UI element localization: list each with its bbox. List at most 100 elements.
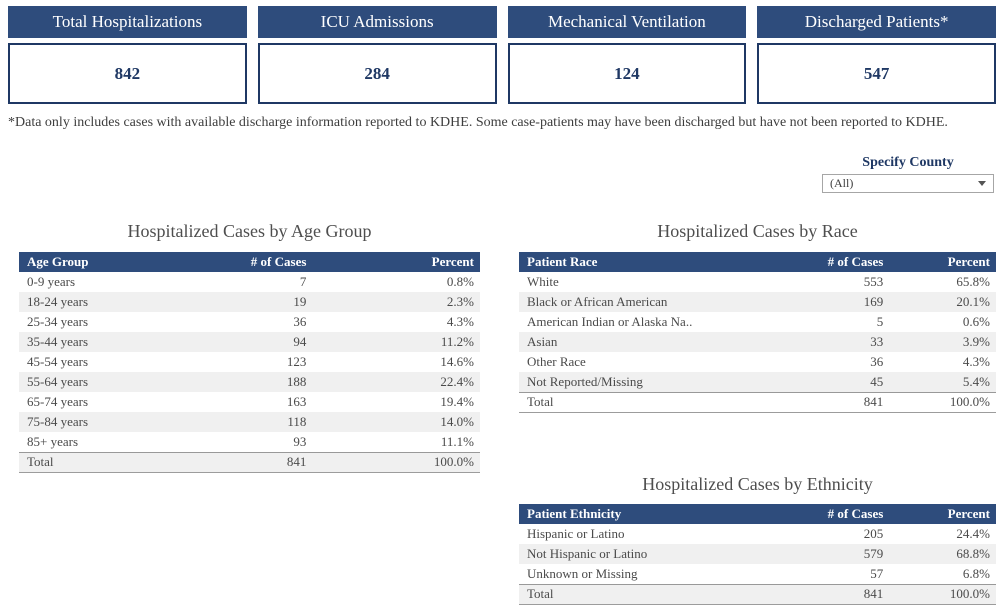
table-row[interactable]: Black or African American 169 20.1% [519,292,996,312]
table-row[interactable]: Not Hispanic or Latino 579 68.8% [519,544,996,564]
cases-cell[interactable]: 553 [863,274,884,289]
table-row[interactable]: 45-54 years 123 14.6% [19,352,480,372]
percent-cell[interactable]: 14.6% [440,354,474,369]
race-table: Patient Race # of Cases Percent White 553… [519,252,996,413]
total-label-cell[interactable]: Total [519,391,782,413]
cases-cell[interactable]: 36 [293,314,307,329]
total-label-cell[interactable]: Total [19,451,227,473]
cases-cell[interactable]: 45 [870,373,884,389]
percent-cell[interactable]: 4.3% [446,314,474,329]
row-label-cell[interactable]: White [527,274,559,289]
card-value: 547 [757,43,996,104]
cases-cell[interactable]: 94 [293,334,307,349]
race-table-title: Hospitalized Cases by Race [657,221,858,241]
column-header: Percent [886,504,996,524]
cases-cell[interactable]: 57 [870,565,884,581]
table-row[interactable]: Hispanic or Latino 205 24.4% [519,524,996,544]
column-header: Percent [309,252,480,272]
percent-cell[interactable]: 24.4% [956,526,990,541]
percent-cell[interactable]: 65.8% [956,274,990,289]
table-row[interactable]: 55-64 years 188 22.4% [19,372,480,392]
table-row[interactable]: Not Reported/Missing 45 5.4% [519,372,996,392]
discharge-footnote: *Data only includes cases with available… [8,115,948,130]
row-label-cell[interactable]: Other Race [527,354,586,369]
row-label-cell[interactable]: 35-44 years [27,334,89,349]
card-mechanical-ventilation: Mechanical Ventilation 124 [507,6,747,104]
row-label-cell[interactable]: 25-34 years [27,314,89,329]
table-row[interactable]: 75-84 years 118 14.0% [19,412,480,432]
county-filter-label: Specify County [862,155,954,170]
table-row[interactable]: 25-34 years 36 4.3% [19,312,480,332]
card-title: ICU Admissions [257,6,497,38]
percent-cell[interactable]: 19.4% [440,394,474,409]
column-header: # of Cases [781,504,887,524]
total-cases-cell[interactable]: 841 [781,583,887,605]
row-label-cell[interactable]: American Indian or Alaska Na.. [527,314,693,329]
total-percent-cell[interactable]: 100.0% [886,391,996,413]
percent-cell[interactable]: 20.1% [956,294,990,309]
percent-cell[interactable]: 11.1% [440,433,474,449]
row-label-cell[interactable]: Not Hispanic or Latino [527,546,648,561]
row-label-cell[interactable]: 75-84 years [27,414,89,429]
total-label-cell[interactable]: Total [519,583,782,605]
percent-cell[interactable]: 2.3% [446,294,474,309]
card-discharged-patients: Discharged Patients* 547 [757,6,996,104]
cases-cell[interactable]: 36 [870,354,884,369]
county-dropdown[interactable]: (All) [822,174,994,193]
percent-cell[interactable]: 4.3% [962,354,990,369]
table-total-row[interactable]: Total 841 100.0% [519,391,996,413]
table-row[interactable]: 65-74 years 163 19.4% [19,392,480,412]
table-row[interactable]: 85+ years 93 11.1% [19,432,480,452]
percent-cell[interactable]: 11.2% [440,334,474,349]
row-label-cell[interactable]: Black or African American [527,294,668,309]
cases-cell[interactable]: 7 [299,274,307,289]
table-row[interactable]: 18-24 years 19 2.3% [19,292,480,312]
percent-cell[interactable]: 3.9% [962,334,990,349]
cases-cell[interactable]: 5 [876,314,884,329]
row-label-cell[interactable]: 85+ years [27,433,79,449]
column-header: Age Group [19,252,227,272]
percent-cell[interactable]: 6.8% [962,565,990,581]
table-row[interactable]: White 553 65.8% [519,272,996,292]
row-label-cell[interactable]: Asian [527,334,558,349]
column-header: Percent [886,252,996,272]
total-percent-cell[interactable]: 100.0% [309,451,480,473]
cases-cell[interactable]: 33 [870,334,884,349]
cases-cell[interactable]: 169 [863,294,884,309]
cases-cell[interactable]: 205 [863,526,884,541]
total-cases-cell[interactable]: 841 [781,391,887,413]
percent-cell[interactable]: 68.8% [956,546,990,561]
table-row[interactable]: Other Race 36 4.3% [519,352,996,372]
cases-cell[interactable]: 163 [286,394,307,409]
table-row[interactable]: 35-44 years 94 11.2% [19,332,480,352]
table-total-row[interactable]: Total 841 100.0% [519,583,996,605]
row-label-cell[interactable]: 45-54 years [27,354,89,369]
cases-cell[interactable]: 579 [863,546,884,561]
table-row[interactable]: 0-9 years 7 0.8% [19,272,480,292]
cases-cell[interactable]: 188 [286,374,307,389]
row-label-cell[interactable]: 0-9 years [27,274,76,289]
cases-cell[interactable]: 118 [287,414,307,429]
row-label-cell[interactable]: Hispanic or Latino [527,526,625,541]
table-header-row: Age Group # of Cases Percent [19,252,480,272]
cases-cell[interactable]: 123 [286,354,307,369]
row-label-cell[interactable]: 18-24 years [27,294,89,309]
county-dropdown-value: (All) [830,176,854,190]
table-row[interactable]: Asian 33 3.9% [519,332,996,352]
cases-cell[interactable]: 19 [293,294,307,309]
percent-cell[interactable]: 5.4% [962,373,990,389]
row-label-cell[interactable]: Unknown or Missing [527,565,638,581]
table-row[interactable]: Unknown or Missing 57 6.8% [519,564,996,584]
cases-cell[interactable]: 93 [293,433,307,449]
total-cases-cell[interactable]: 841 [226,451,310,473]
table-total-row[interactable]: Total 841 100.0% [19,451,480,473]
row-label-cell[interactable]: 55-64 years [27,374,89,389]
percent-cell[interactable]: 0.8% [446,274,474,289]
table-row[interactable]: American Indian or Alaska Na.. 5 0.6% [519,312,996,332]
percent-cell[interactable]: 22.4% [440,374,474,389]
row-label-cell[interactable]: 65-74 years [27,394,89,409]
total-percent-cell[interactable]: 100.0% [886,583,996,605]
row-label-cell[interactable]: Not Reported/Missing [527,373,643,389]
percent-cell[interactable]: 0.6% [962,314,990,329]
percent-cell[interactable]: 14.0% [440,414,474,429]
